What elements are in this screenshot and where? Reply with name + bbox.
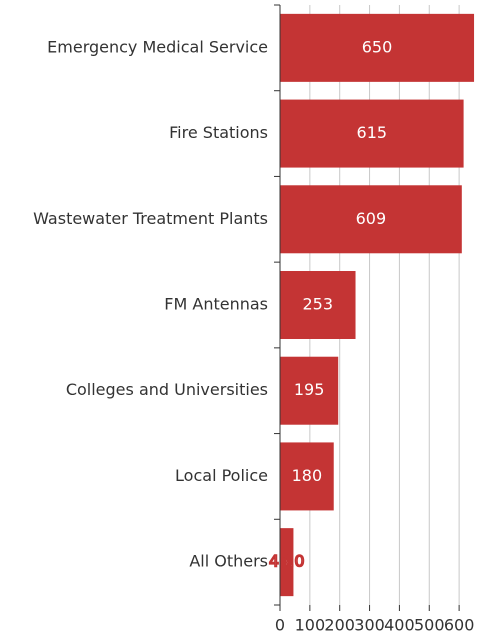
bar: [280, 442, 334, 511]
y-tick-label: Wastewater Treatment Plants: [33, 209, 268, 228]
y-tick-label: Colleges and Universities: [66, 380, 268, 399]
x-tick-label: 0: [275, 616, 285, 635]
bar: [280, 528, 294, 597]
value-label: 253: [302, 295, 333, 314]
x-tick-label: 100: [295, 616, 326, 635]
value-label: 650: [362, 37, 393, 56]
y-tick-label: FM Antennas: [164, 295, 268, 314]
x-tick-label: 600: [444, 616, 475, 635]
y-tick-label: Emergency Medical Service: [47, 37, 268, 56]
bar: [280, 356, 339, 425]
bar: [280, 13, 475, 82]
value-label: 615: [357, 123, 388, 142]
value-label: 609: [356, 209, 387, 228]
bar: [280, 271, 356, 339]
value-label: 180: [292, 466, 323, 485]
y-tick-label: All Others: [189, 552, 268, 571]
x-tick-label: 300: [354, 616, 385, 635]
x-tick-label: 500: [414, 616, 445, 635]
bar: [280, 185, 462, 254]
x-tick-label: 200: [324, 616, 355, 635]
y-tick-label: Fire Stations: [169, 123, 268, 142]
y-tick-label: Local Police: [175, 466, 268, 485]
bar: [280, 99, 464, 168]
value-label: 195: [294, 380, 325, 399]
value-label: 45.0: [269, 552, 305, 571]
x-tick-label: 400: [384, 616, 415, 635]
